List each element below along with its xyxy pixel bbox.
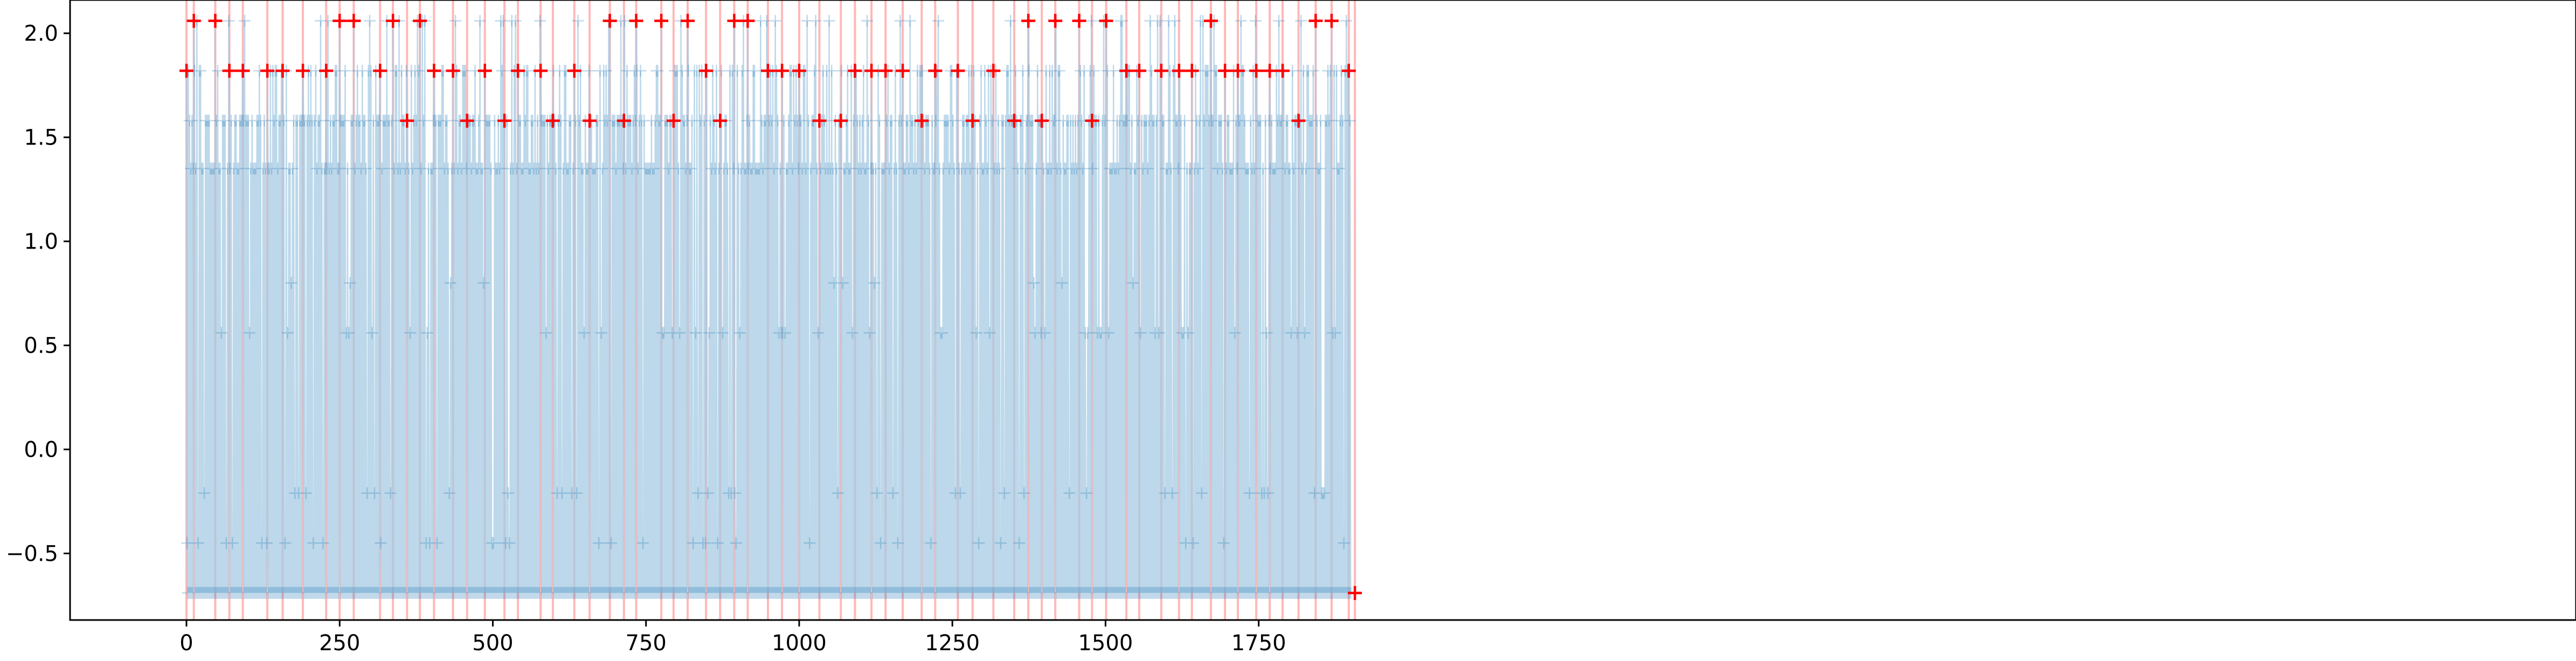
highlight-point: [864, 64, 879, 78]
x-tick-label: 0: [179, 631, 193, 656]
highlight-point: [681, 13, 695, 28]
series-line: [185, 20, 1352, 593]
y-tick-label: 0.0: [24, 438, 58, 463]
highlight-point: [1308, 13, 1323, 28]
highlight-point: [986, 64, 1001, 78]
highlight-point: [179, 64, 194, 78]
highlight-point: [812, 113, 827, 128]
highlight-point: [460, 113, 474, 128]
highlight-point: [928, 64, 943, 78]
highlight-marker-layer: [179, 13, 1362, 600]
highlight-point: [319, 64, 334, 78]
x-tick-label: 750: [626, 631, 667, 656]
highlight-point: [427, 64, 441, 78]
highlight-point: [534, 64, 548, 78]
x-tick-label: 1500: [1078, 631, 1133, 656]
highlight-point: [386, 13, 400, 28]
highlight-point: [1172, 64, 1186, 78]
highlight-point: [275, 64, 290, 78]
x-tick-label: 1000: [772, 631, 827, 656]
highlight-point: [1099, 13, 1113, 28]
highlight-point: [222, 64, 237, 78]
highlight-point: [1154, 64, 1168, 78]
highlight-point: [965, 113, 980, 128]
highlight-point: [208, 13, 223, 28]
highlight-point: [848, 64, 862, 78]
highlight-point: [951, 64, 965, 78]
highlight-point: [603, 13, 617, 28]
highlight-point: [333, 13, 347, 28]
y-tick-label: 1.0: [24, 230, 58, 254]
highlight-point: [1341, 64, 1356, 78]
highlight-point: [296, 64, 310, 78]
highlight-point: [1021, 13, 1036, 28]
y-tick-label: 0.5: [24, 334, 58, 359]
highlight-point: [477, 64, 492, 78]
highlight-point: [740, 13, 755, 28]
highlight-point: [1348, 586, 1362, 600]
series-line-layer: [185, 20, 1352, 593]
highlight-point: [727, 13, 742, 28]
highlight-point: [545, 113, 560, 128]
highlight-point: [347, 13, 361, 28]
highlight-point: [1085, 113, 1099, 128]
highlight-point: [413, 13, 427, 28]
highlight-point: [760, 64, 775, 78]
highlight-point: [583, 113, 597, 128]
highlight-point: [915, 113, 929, 128]
x-tick-label: 250: [319, 631, 360, 656]
highlight-point: [775, 64, 790, 78]
highlight-point: [1007, 113, 1021, 128]
plot-area: [179, 0, 1362, 620]
highlight-point: [713, 113, 728, 128]
highlight-point: [1263, 64, 1277, 78]
x-tick-label: 1750: [1231, 631, 1286, 656]
x-axis: 0 250 500 750 1000 1250 1500 1750: [179, 620, 1286, 656]
highlight-point: [497, 113, 512, 128]
y-tick-label: 2.0: [24, 22, 58, 46]
highlight-point: [666, 113, 681, 128]
highlight-point: [878, 64, 893, 78]
highlight-point: [373, 64, 387, 78]
highlight-point: [400, 113, 414, 128]
highlight-point: [186, 13, 201, 28]
highlight-point: [511, 64, 525, 78]
axes-frame: [69, 0, 2576, 621]
highlight-point: [446, 64, 460, 78]
highlight-point: [1230, 64, 1245, 78]
highlight-point: [896, 64, 910, 78]
highlight-point: [1035, 113, 1049, 128]
highlight-point: [236, 64, 250, 78]
highlight-point: [834, 113, 848, 128]
y-tick-label: −0.5: [6, 542, 58, 567]
highlight-point: [699, 64, 714, 78]
highlight-point: [1072, 13, 1086, 28]
highlight-point: [654, 13, 669, 28]
highlight-point: [1324, 13, 1339, 28]
highlight-point: [260, 64, 275, 78]
highlight-point: [629, 13, 643, 28]
x-tick-label: 1250: [925, 631, 980, 656]
highlight-point: [617, 113, 631, 128]
highlight-point: [1249, 64, 1264, 78]
highlight-point: [1291, 113, 1306, 128]
highlight-point: [1185, 64, 1199, 78]
highlight-point: [1132, 64, 1146, 78]
highlight-point: [1203, 13, 1218, 28]
highlight-point: [1048, 13, 1063, 28]
x-tick-label: 500: [472, 631, 513, 656]
highlight-point: [792, 64, 806, 78]
highlight-point: [567, 64, 581, 78]
highlight-point: [1119, 64, 1134, 78]
y-axis: −0.5 0.0 0.5 1.0 1.5 2.0: [6, 22, 70, 567]
y-tick-label: 1.5: [24, 126, 58, 150]
highlight-point: [1275, 64, 1290, 78]
highlight-point: [1218, 64, 1232, 78]
